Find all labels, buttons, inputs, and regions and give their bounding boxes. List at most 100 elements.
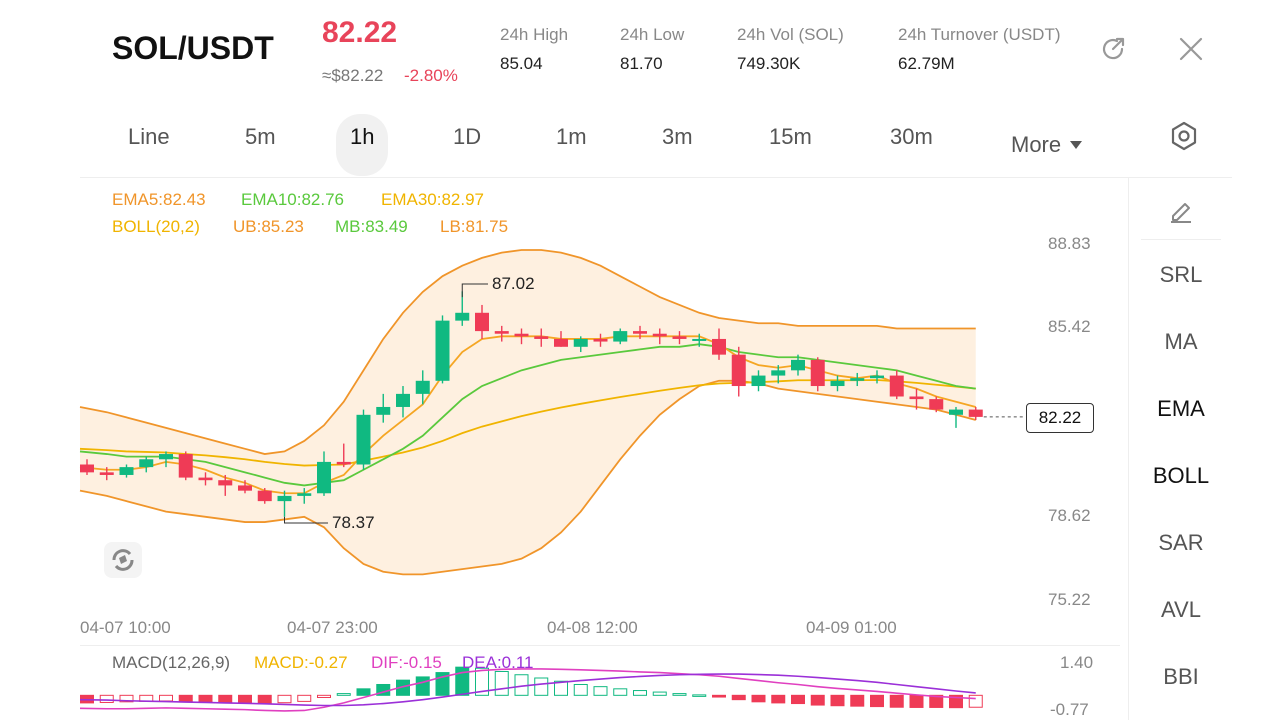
y-tick: 75.22 [1048, 590, 1091, 609]
candle-body [99, 472, 114, 475]
candle-body [810, 359, 825, 387]
tf-30m[interactable]: 30m [890, 124, 933, 149]
legend-mb: MB:83.49 [335, 217, 408, 236]
indicator-sar[interactable]: SAR [1158, 530, 1204, 555]
macd-bar [455, 666, 470, 696]
candle-body [791, 359, 805, 371]
x-tick: 04-08 12:00 [547, 618, 638, 637]
macd-bar [791, 694, 805, 705]
stat-low-value: 81.70 [620, 54, 663, 73]
tf-3m[interactable]: 3m [662, 124, 693, 149]
tf-more-label: More [1011, 132, 1062, 157]
candle-body [771, 370, 786, 376]
candle-body [356, 414, 371, 465]
candle-body [119, 467, 134, 475]
stat-high-label: 24h High [500, 25, 569, 44]
price-change: -2.80% [404, 66, 458, 85]
candle-body [475, 312, 489, 332]
candle-body [455, 312, 470, 321]
caret-down-icon [1070, 141, 1083, 149]
candle-body [435, 320, 450, 381]
high-marker [461, 283, 488, 298]
tf-5m[interactable]: 5m [245, 124, 276, 149]
candle-body [712, 338, 726, 355]
macd-bar [356, 688, 371, 696]
tf-1m[interactable]: 1m [556, 124, 587, 149]
side-divider [1141, 239, 1221, 240]
macd-bar [99, 694, 114, 703]
indicator-bbi[interactable]: BBI [1163, 664, 1199, 689]
indicator-srl[interactable]: SRL [1159, 262, 1203, 287]
share-icon[interactable] [1098, 34, 1128, 64]
candle-body [593, 338, 608, 342]
close-icon[interactable] [1176, 34, 1206, 64]
candles [80, 291, 983, 517]
candle-body [198, 477, 213, 481]
pencil-icon[interactable] [1167, 196, 1195, 224]
tf-1h[interactable]: 1h [336, 114, 389, 176]
y-tick: 85.42 [1048, 317, 1091, 336]
macd-chart [79, 666, 983, 712]
boll-lower-line [79, 379, 976, 576]
tf-1d[interactable]: 1D [453, 124, 482, 149]
candle-body [830, 380, 845, 387]
divider [80, 177, 1232, 178]
candle-body [909, 396, 924, 400]
macd-y-tick: -0.77 [1050, 700, 1089, 719]
annotations [284, 283, 1024, 524]
ema5-line [79, 335, 976, 495]
macd-bar [593, 686, 608, 696]
legend-dif: DIF:-0.15 [371, 653, 442, 672]
macd-bar [573, 683, 588, 696]
candle-body [297, 493, 312, 496]
macd-bar [178, 694, 193, 702]
candle-body [889, 375, 904, 397]
macd-bar [613, 688, 628, 696]
candle-body [968, 409, 983, 417]
candle-body [554, 338, 568, 347]
tf-more-dropdown[interactable]: More [1011, 122, 1083, 168]
candle-body [317, 461, 331, 494]
candle-body [238, 485, 252, 491]
candle-body [336, 461, 351, 465]
tf-15m[interactable]: 15m [769, 124, 812, 149]
boll-fill [80, 250, 976, 575]
dif-line [79, 668, 976, 712]
candle-body [633, 331, 647, 334]
candle-body [514, 333, 529, 337]
trading-pair-title: SOL/USDT [112, 30, 274, 66]
candle-body [870, 375, 884, 379]
low-label: 78.37 [332, 513, 375, 532]
macd-bar [712, 694, 726, 698]
dea-line [79, 673, 976, 707]
candle-body [218, 480, 233, 486]
y-tick: 88.83 [1048, 234, 1091, 253]
indicator-boll[interactable]: BOLL [1152, 463, 1210, 488]
indicator-lines [79, 249, 976, 576]
candle-body [159, 454, 173, 460]
legend-ema5: EMA5:82.43 [112, 190, 206, 209]
legend-ema10: EMA10:82.76 [241, 190, 345, 209]
indicator-avl[interactable]: AVL [1161, 597, 1201, 622]
candle-body [929, 399, 944, 410]
settings-icon[interactable] [1168, 120, 1200, 152]
boll-upper-line [79, 249, 976, 455]
stat-volume-label: 24h Vol (SOL) [737, 25, 844, 44]
high-label: 87.02 [492, 274, 535, 293]
chart-type-icon[interactable] [104, 542, 142, 578]
indicator-ma[interactable]: MA [1164, 329, 1198, 354]
macd-divider [80, 645, 1120, 646]
indicator-ema[interactable]: EMA [1157, 396, 1205, 421]
macd-bar [850, 694, 865, 707]
candle-body [257, 490, 272, 502]
macd-bar [159, 694, 173, 702]
indicator-panel: SRL MA EMA BOLL SAR AVL BBI [1128, 178, 1233, 720]
tf-line[interactable]: Line [128, 124, 170, 149]
low-marker [284, 516, 328, 524]
legend-ema30: EMA30:82.97 [381, 190, 485, 209]
boll-band [80, 250, 976, 575]
macd-bar [810, 694, 825, 706]
candle-body [850, 378, 865, 381]
candle-body [573, 338, 588, 347]
